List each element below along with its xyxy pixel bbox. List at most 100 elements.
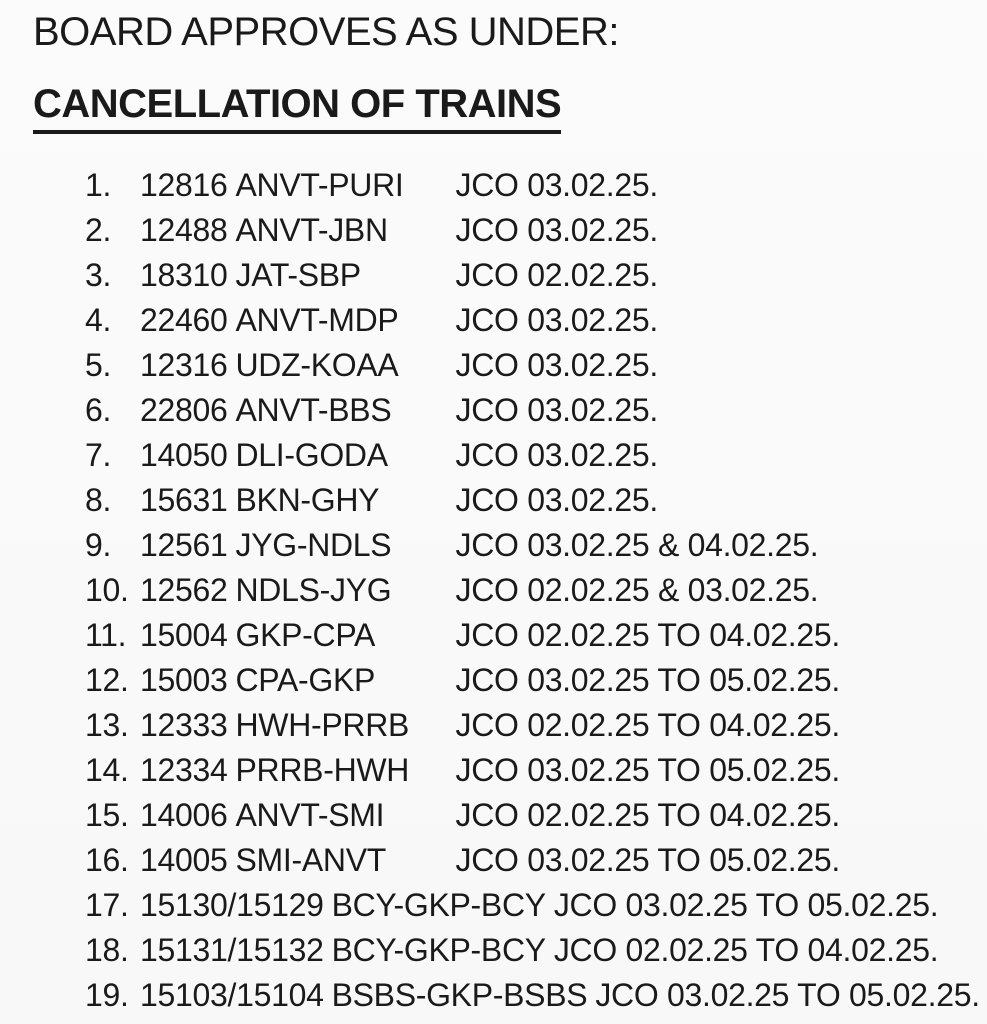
train-number: 12488 [140, 212, 228, 248]
train-number: 22460 [140, 302, 228, 338]
train-list-item: 1. 12816 ANVT-PURI JCO 03.02.25. [85, 163, 987, 208]
row-number: 11. [85, 617, 127, 653]
train-list-item: 13. 12333 HWH-PRRB JCO 02.02.25 TO 04.02.25… [85, 703, 987, 748]
train-list-item: 11. 15004 GKP-CPA JCO 02.02.25 TO 04.02.25. [85, 613, 987, 658]
train-dates: JCO 02.02.25 TO 04.02.25. [455, 797, 841, 833]
row-number: 7. [85, 437, 112, 473]
train-number: 15131/15132 [140, 932, 324, 968]
train-dates: JCO 02.02.25 & 03.02.25. [455, 572, 819, 608]
train-list-item: 16. 14005 SMI-ANVT JCO 03.02.25 TO 05.02.25… [85, 838, 987, 883]
train-dates: JCO 03.02.25. [455, 212, 659, 248]
train-number: 12561 [140, 527, 228, 563]
document-heading: BOARD APPROVES AS UNDER: [33, 10, 619, 54]
row-number: 12. [85, 662, 129, 698]
train-list-item: 18. 15131/15132 BCY-GKP-BCY JCO 02.02.25 TO… [85, 928, 987, 973]
train-list-item: 12. 15003 CPA-GKP JCO 03.02.25 TO 05.02.25. [85, 658, 987, 703]
train-route: JAT-SBP [235, 257, 362, 293]
row-number: 4. [85, 302, 112, 338]
train-list-item: 17. 15130/15129 BCY-GKP-BCY JCO 03.02.25 TO… [85, 883, 987, 928]
train-dates: JCO 03.02.25 & 04.02.25. [455, 527, 819, 563]
train-dates: JCO 03.02.25 TO 05.02.25. [455, 752, 841, 788]
train-number: 12334 [140, 752, 228, 788]
train-route: ANVT-JBN [235, 212, 389, 248]
train-number: 15631 [140, 482, 228, 518]
train-number: 12562 [140, 572, 228, 608]
train-list-item: 15. 14006 ANVT-SMI JCO 02.02.25 TO 04.02.25… [85, 793, 987, 838]
train-dates: JCO 02.02.25 TO 04.02.25. [455, 617, 841, 653]
train-dates: JCO 03.02.25. [455, 167, 659, 203]
row-number: 2. [85, 212, 112, 248]
train-dates: JCO 03.02.25. [455, 347, 659, 383]
train-number: 15004 [140, 617, 228, 653]
train-number: 14006 [140, 797, 228, 833]
train-number: 15003 [140, 662, 228, 698]
row-number: 17. [85, 887, 129, 923]
train-dates: JCO 03.02.25. [455, 392, 659, 428]
train-route: SMI-ANVT [235, 842, 387, 878]
train-number: 18310 [140, 257, 228, 293]
train-dates: JCO 02.02.25 TO 04.02.25. [455, 707, 841, 743]
train-number: 14005 [140, 842, 228, 878]
train-number: 15103/15104 [140, 977, 324, 1013]
train-number: 15130/15129 [140, 887, 324, 923]
row-number: 13. [85, 707, 129, 743]
train-route: GKP-CPA [235, 617, 376, 653]
row-number: 16. [85, 842, 129, 878]
train-list: 1. 12816 ANVT-PURI JCO 03.02.25. 2. 12488 ANV… [33, 163, 987, 1018]
row-number: 3. [85, 257, 112, 293]
train-number: 12816 [140, 167, 228, 203]
row-number: 9. [85, 527, 112, 563]
train-route: PRRB-HWH [235, 752, 410, 788]
row-number: 14. [85, 752, 129, 788]
train-list-item: 14. 12334 PRRB-HWH JCO 03.02.25 TO 05.02.25… [85, 748, 987, 793]
train-dates: JCO 03.02.25 TO 05.02.25. [455, 842, 841, 878]
train-list-item: 5. 12316 UDZ-KOAA JCO 03.02.25. [85, 343, 987, 388]
train-route: ANVT-MDP [235, 302, 399, 338]
train-route: CPA-GKP [235, 662, 376, 698]
train-list-item: 8. 15631 BKN-GHY JCO 03.02.25. [85, 478, 987, 523]
train-route: UDZ-KOAA [235, 347, 399, 383]
row-number: 5. [85, 347, 112, 383]
train-list-item: 9. 12561 JYG-NDLS JCO 03.02.25 & 04.02.25. [85, 523, 987, 568]
train-number: 22806 [140, 392, 228, 428]
row-number: 10. [85, 572, 129, 608]
train-list-item: 6. 22806 ANVT-BBS JCO 03.02.25. [85, 388, 987, 433]
train-dates: JCO 03.02.25 TO 05.02.25. [595, 977, 980, 1013]
train-route: ANVT-PURI [235, 167, 404, 203]
train-number: 12333 [140, 707, 228, 743]
train-route: ANVT-BBS [235, 392, 392, 428]
train-route: BSBS-GKP-BSBS [331, 977, 588, 1013]
train-number: 12316 [140, 347, 228, 383]
train-dates: JCO 03.02.25. [455, 482, 659, 518]
row-number: 15. [85, 797, 129, 833]
train-route: BCY-GKP-BCY [331, 932, 547, 968]
train-list-item: 19. 15103/15104 BSBS-GKP-BSBS JCO 03.02.25 … [85, 973, 987, 1018]
train-number: 14050 [140, 437, 228, 473]
row-number: 6. [85, 392, 112, 428]
train-route: JYG-NDLS [235, 527, 392, 563]
train-route: BKN-GHY [235, 482, 380, 518]
train-list-item: 3. 18310 JAT-SBP JCO 02.02.25. [85, 253, 987, 298]
train-list-item: 4. 22460 ANVT-MDP JCO 03.02.25. [85, 298, 987, 343]
train-dates: JCO 02.02.25 TO 04.02.25. [553, 932, 939, 968]
section-title: CANCELLATION OF TRAINS [33, 80, 562, 134]
train-dates: JCO 03.02.25. [455, 302, 659, 338]
train-route: BCY-GKP-BCY [331, 887, 547, 923]
train-list-item: 7. 14050 DLI-GODA JCO 03.02.25. [85, 433, 987, 478]
train-list-item: 10. 12562 NDLS-JYG JCO 02.02.25 & 03.02.25. [85, 568, 987, 613]
row-number: 8. [85, 482, 112, 518]
train-route: NDLS-JYG [235, 572, 392, 608]
train-dates: JCO 03.02.25 TO 05.02.25. [553, 887, 939, 923]
train-list-item: 2. 12488 ANVT-JBN JCO 03.02.25. [85, 208, 987, 253]
row-number: 1. [85, 167, 112, 203]
train-dates: JCO 03.02.25. [455, 437, 659, 473]
train-route: HWH-PRRB [235, 707, 410, 743]
train-route: ANVT-SMI [235, 797, 385, 833]
section-title-wrap: CANCELLATION OF TRAINS [33, 80, 987, 137]
train-dates: JCO 02.02.25. [455, 257, 659, 293]
train-route: DLI-GODA [235, 437, 389, 473]
row-number: 18. [85, 932, 129, 968]
row-number: 19. [85, 977, 129, 1013]
train-dates: JCO 03.02.25 TO 05.02.25. [455, 662, 841, 698]
